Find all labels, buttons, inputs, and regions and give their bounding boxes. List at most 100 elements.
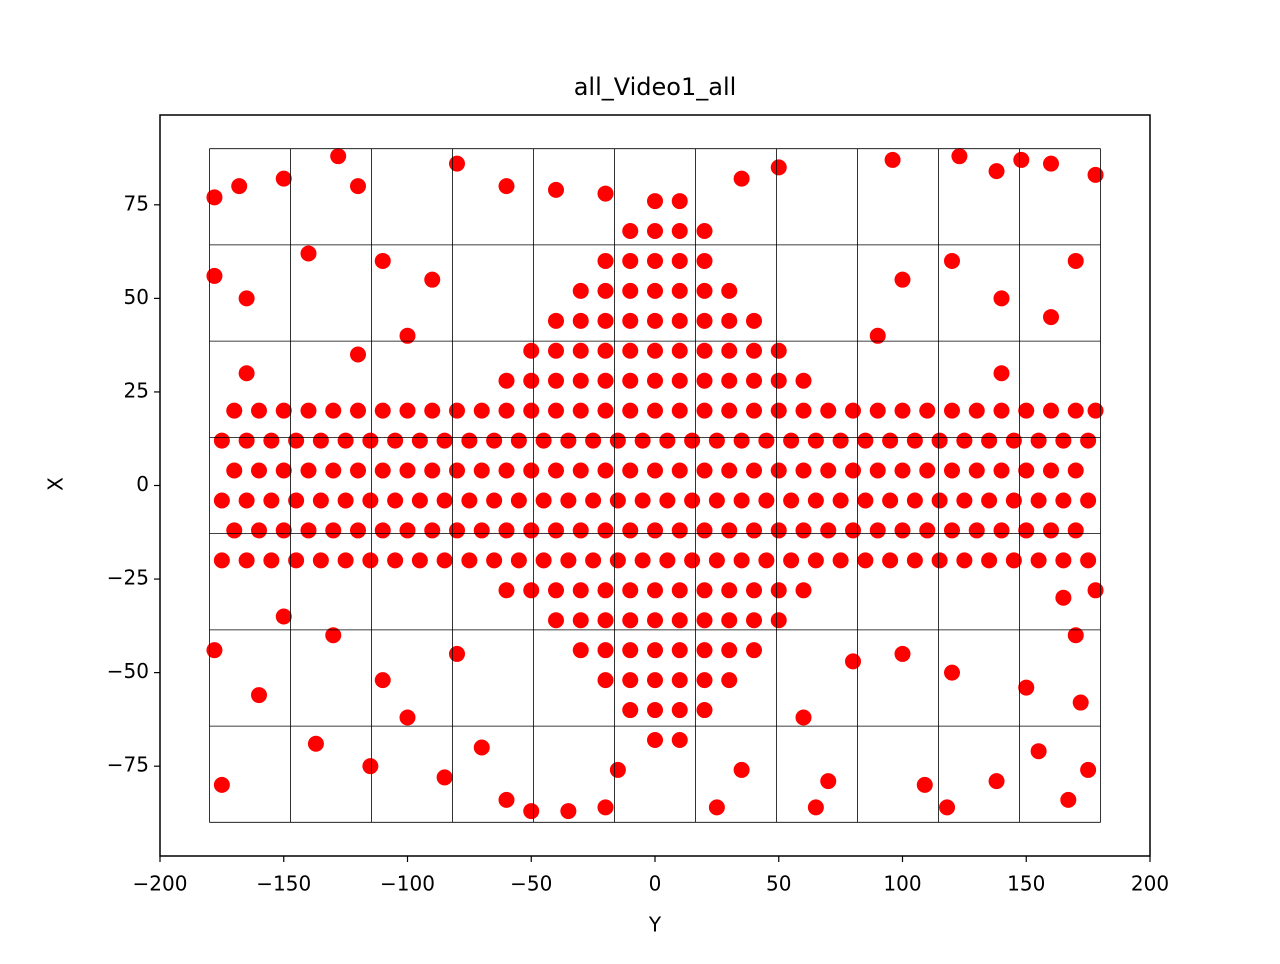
point: [894, 522, 911, 539]
point: [597, 252, 614, 269]
point: [263, 552, 280, 569]
point: [325, 462, 342, 479]
point: [671, 612, 688, 629]
point: [659, 432, 676, 449]
point: [300, 402, 317, 419]
point: [251, 462, 267, 479]
point: [498, 178, 515, 195]
point: [411, 492, 428, 509]
point: [647, 342, 663, 359]
point: [288, 432, 305, 449]
point: [783, 492, 800, 509]
point: [312, 432, 329, 449]
point: [337, 552, 354, 569]
point: [671, 462, 688, 479]
point: [572, 642, 589, 659]
point: [548, 522, 564, 539]
point: [362, 432, 379, 449]
point: [238, 492, 255, 509]
point: [275, 608, 292, 625]
point: [820, 773, 837, 790]
point: [968, 462, 985, 479]
point: [325, 402, 342, 419]
y-tick-label: −50: [107, 659, 149, 683]
point: [424, 522, 441, 539]
point: [498, 402, 515, 419]
point: [1018, 462, 1035, 479]
point: [374, 462, 391, 479]
point: [1043, 309, 1059, 326]
point: [585, 492, 602, 509]
point: [251, 522, 267, 539]
point: [795, 709, 812, 726]
point: [746, 312, 762, 329]
y-tick-label: 75: [124, 191, 149, 215]
point: [795, 522, 812, 539]
point: [473, 462, 490, 479]
point: [820, 402, 837, 419]
point: [597, 185, 614, 202]
point: [226, 402, 243, 419]
point: [696, 642, 713, 659]
point: [708, 799, 725, 816]
point: [535, 552, 552, 569]
point: [523, 803, 540, 820]
point: [597, 312, 614, 329]
point: [548, 372, 564, 389]
point: [721, 342, 738, 359]
point: [399, 402, 416, 419]
point: [845, 402, 861, 419]
point: [783, 432, 800, 449]
point: [312, 552, 329, 569]
point: [449, 462, 465, 479]
point: [634, 492, 651, 509]
point: [857, 432, 874, 449]
point: [597, 342, 614, 359]
point: [597, 462, 614, 479]
point: [944, 522, 960, 539]
point: [597, 642, 614, 659]
point: [721, 582, 738, 599]
point: [548, 312, 564, 329]
point: [671, 582, 688, 599]
point: [275, 522, 292, 539]
point: [622, 642, 639, 659]
point: [572, 312, 589, 329]
point: [523, 522, 540, 539]
point: [510, 432, 527, 449]
point: [894, 402, 911, 419]
point: [671, 642, 688, 659]
point: [783, 552, 800, 569]
point: [399, 462, 416, 479]
point: [770, 522, 787, 539]
chart-title: all_Video1_all: [574, 73, 737, 101]
x-tick-label: −100: [380, 872, 435, 896]
point: [609, 492, 626, 509]
x-axis-label: Y: [648, 913, 662, 937]
point: [350, 522, 366, 539]
point: [708, 432, 725, 449]
point: [944, 402, 960, 419]
point: [206, 642, 223, 659]
point: [1067, 627, 1084, 644]
point: [374, 672, 391, 689]
point: [1055, 552, 1072, 569]
point: [572, 522, 589, 539]
point: [671, 252, 688, 269]
point: [647, 522, 663, 539]
point: [647, 252, 663, 269]
point: [449, 645, 465, 662]
point: [572, 402, 589, 419]
point: [746, 582, 762, 599]
point: [597, 372, 614, 389]
point: [523, 402, 540, 419]
point: [473, 739, 490, 756]
point: [622, 252, 639, 269]
point: [993, 522, 1010, 539]
point: [770, 462, 787, 479]
y-axis-label: X: [44, 477, 68, 491]
point: [572, 462, 589, 479]
y-tick-label: −75: [107, 753, 149, 777]
point: [696, 462, 713, 479]
